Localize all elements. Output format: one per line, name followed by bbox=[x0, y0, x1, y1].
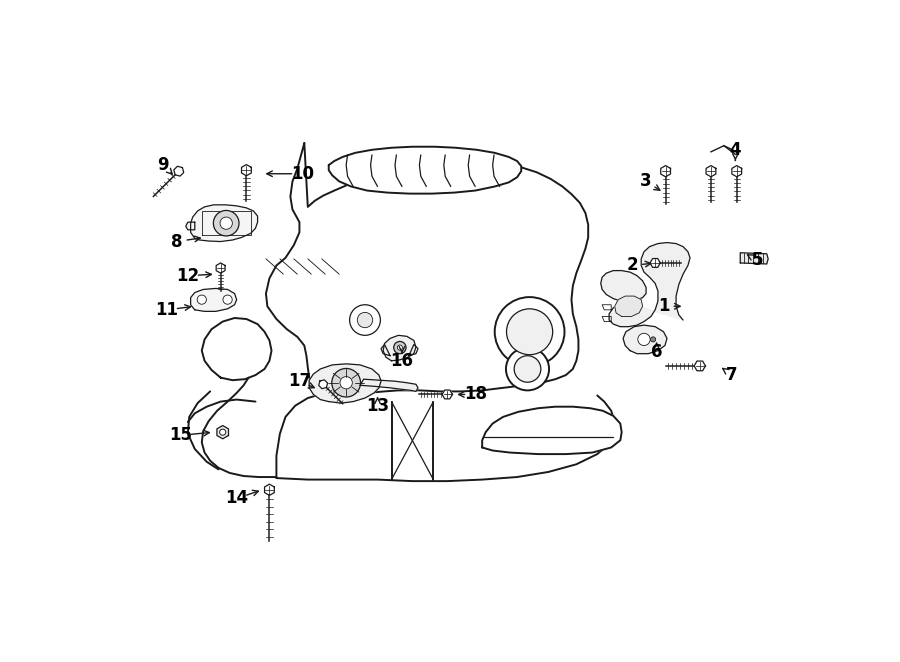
Text: 16: 16 bbox=[391, 352, 413, 370]
Circle shape bbox=[651, 337, 655, 342]
Circle shape bbox=[514, 355, 541, 382]
Text: 5: 5 bbox=[752, 252, 763, 269]
Polygon shape bbox=[328, 147, 521, 193]
Text: 3: 3 bbox=[640, 172, 652, 191]
Circle shape bbox=[223, 295, 232, 305]
Polygon shape bbox=[202, 318, 272, 380]
Text: 10: 10 bbox=[291, 165, 314, 183]
Polygon shape bbox=[383, 336, 416, 361]
Polygon shape bbox=[185, 222, 194, 230]
Text: 9: 9 bbox=[158, 156, 169, 174]
Circle shape bbox=[397, 345, 402, 350]
Text: 13: 13 bbox=[366, 397, 389, 414]
Circle shape bbox=[507, 308, 553, 355]
Polygon shape bbox=[442, 390, 453, 399]
Circle shape bbox=[506, 348, 549, 391]
Polygon shape bbox=[174, 166, 184, 176]
Text: 7: 7 bbox=[726, 366, 738, 384]
Text: 1: 1 bbox=[658, 297, 670, 315]
Polygon shape bbox=[732, 166, 742, 177]
Text: 4: 4 bbox=[730, 141, 742, 159]
Polygon shape bbox=[216, 263, 225, 273]
Polygon shape bbox=[706, 166, 716, 177]
Text: 14: 14 bbox=[225, 489, 248, 508]
Polygon shape bbox=[740, 253, 768, 264]
Polygon shape bbox=[601, 242, 690, 326]
Polygon shape bbox=[265, 484, 274, 495]
Circle shape bbox=[349, 305, 381, 336]
Circle shape bbox=[213, 211, 239, 236]
Polygon shape bbox=[191, 205, 257, 242]
Circle shape bbox=[197, 295, 206, 305]
Circle shape bbox=[340, 377, 352, 389]
Polygon shape bbox=[310, 364, 381, 403]
Polygon shape bbox=[191, 289, 237, 311]
Text: 17: 17 bbox=[288, 372, 311, 390]
Circle shape bbox=[638, 333, 650, 346]
Polygon shape bbox=[266, 143, 589, 394]
Polygon shape bbox=[623, 325, 667, 354]
Text: 2: 2 bbox=[626, 256, 638, 275]
Text: 11: 11 bbox=[156, 301, 178, 319]
Text: 15: 15 bbox=[169, 426, 193, 444]
Polygon shape bbox=[650, 259, 661, 267]
Text: 8: 8 bbox=[171, 232, 183, 250]
Polygon shape bbox=[319, 380, 328, 389]
Text: 12: 12 bbox=[176, 267, 200, 285]
Polygon shape bbox=[217, 426, 229, 439]
Circle shape bbox=[220, 217, 232, 229]
Circle shape bbox=[393, 342, 406, 354]
Text: 18: 18 bbox=[464, 385, 487, 403]
Circle shape bbox=[332, 369, 361, 397]
Polygon shape bbox=[241, 165, 251, 176]
Polygon shape bbox=[661, 166, 670, 177]
Polygon shape bbox=[360, 379, 418, 391]
Circle shape bbox=[357, 312, 373, 328]
Circle shape bbox=[495, 297, 564, 367]
Circle shape bbox=[220, 429, 226, 435]
Polygon shape bbox=[482, 406, 622, 454]
Polygon shape bbox=[615, 296, 643, 316]
Polygon shape bbox=[694, 361, 706, 371]
Text: 6: 6 bbox=[651, 343, 662, 361]
